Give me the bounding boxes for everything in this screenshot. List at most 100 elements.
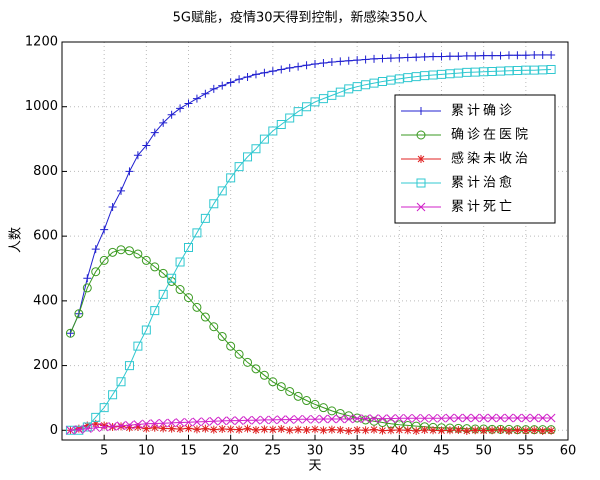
- marker: [99, 422, 109, 432]
- marker: [319, 414, 328, 424]
- marker: [99, 403, 109, 413]
- marker: [150, 419, 160, 428]
- marker: [378, 54, 387, 63]
- marker: [470, 413, 480, 423]
- marker: [251, 415, 261, 425]
- marker: [479, 51, 488, 60]
- marker: [100, 421, 109, 430]
- marker: [336, 425, 345, 434]
- marker: [395, 425, 404, 434]
- marker: [116, 377, 126, 387]
- marker: [141, 255, 151, 265]
- x-tick-label: 60: [560, 444, 577, 459]
- marker: [243, 424, 252, 433]
- legend-label: 确诊在医院: [451, 128, 531, 143]
- marker: [117, 186, 126, 195]
- marker: [116, 421, 126, 431]
- marker: [471, 51, 480, 60]
- marker: [217, 186, 227, 196]
- series-line: [69, 54, 552, 334]
- marker: [268, 415, 278, 425]
- marker: [429, 426, 438, 435]
- marker: [411, 413, 421, 423]
- y-tick-label: 1200: [25, 35, 58, 50]
- marker: [344, 56, 353, 65]
- marker: [521, 426, 530, 435]
- marker: [361, 414, 370, 423]
- marker: [513, 426, 522, 435]
- marker: [91, 267, 101, 277]
- marker: [276, 415, 286, 424]
- marker: [361, 80, 371, 90]
- marker: [175, 257, 185, 267]
- marker: [142, 424, 151, 433]
- marker: [335, 87, 345, 97]
- marker: [142, 141, 151, 150]
- chart-title: 5G赋能，疫情30天得到控制，新感染350人: [173, 10, 428, 26]
- marker: [226, 425, 235, 434]
- marker: [125, 167, 134, 176]
- marker: [158, 418, 168, 428]
- marker: [336, 57, 345, 66]
- marker: [192, 417, 202, 427]
- marker: [200, 312, 210, 322]
- marker: [209, 322, 219, 332]
- marker: [108, 247, 118, 257]
- marker: [209, 416, 219, 426]
- marker: [218, 81, 227, 90]
- marker: [547, 50, 556, 59]
- marker: [234, 349, 244, 359]
- legend-marker: [416, 130, 426, 140]
- marker: [285, 415, 295, 424]
- marker: [108, 390, 118, 400]
- marker: [488, 426, 497, 435]
- marker: [200, 213, 210, 223]
- marker: [91, 419, 100, 428]
- x-tick-label: 40: [391, 444, 408, 459]
- marker: [82, 424, 92, 434]
- marker: [462, 413, 472, 423]
- marker: [293, 414, 303, 424]
- marker: [319, 426, 328, 435]
- marker: [370, 425, 379, 434]
- marker: [184, 242, 193, 252]
- legend-label: 感染未收治: [451, 151, 531, 167]
- y-tick-label: 1000: [25, 99, 58, 114]
- marker: [234, 416, 244, 425]
- marker: [201, 417, 210, 426]
- marker: [133, 423, 142, 432]
- marker: [302, 425, 311, 434]
- marker: [327, 406, 337, 416]
- marker: [547, 426, 556, 435]
- marker: [176, 104, 185, 113]
- marker: [370, 54, 379, 63]
- marker: [260, 425, 269, 434]
- y-tick-label: 400: [33, 293, 58, 308]
- marker: [99, 255, 109, 265]
- marker: [243, 415, 252, 425]
- marker: [243, 357, 253, 367]
- marker: [411, 72, 421, 82]
- marker: [546, 413, 556, 423]
- marker: [217, 331, 227, 341]
- legend-label: 累计死亡: [451, 200, 515, 215]
- marker: [378, 426, 387, 435]
- marker: [192, 228, 202, 238]
- marker: [259, 370, 269, 380]
- marker: [403, 426, 412, 435]
- marker: [235, 75, 244, 84]
- marker: [91, 245, 100, 254]
- marker: [100, 225, 109, 234]
- marker: [268, 67, 277, 76]
- marker: [276, 382, 286, 392]
- marker: [82, 422, 92, 432]
- marker: [302, 396, 312, 406]
- marker: [353, 56, 362, 65]
- marker: [235, 425, 244, 434]
- marker: [412, 426, 421, 435]
- marker: [369, 414, 379, 423]
- marker: [65, 328, 75, 338]
- marker: [377, 76, 387, 86]
- marker: [310, 97, 320, 107]
